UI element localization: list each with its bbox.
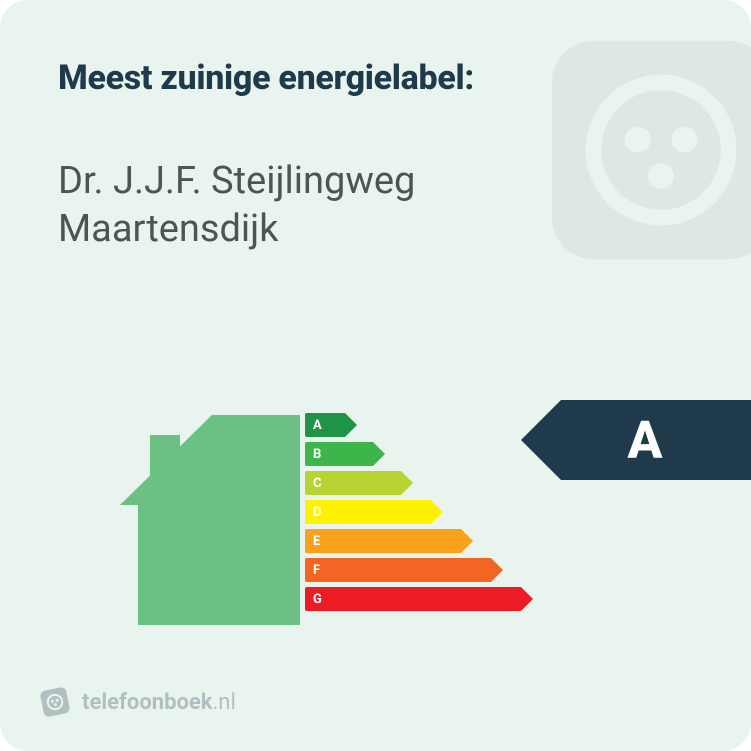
energy-label-card: Meest zuinige energielabel: Dr. J.J.F. S… — [0, 0, 751, 751]
card-title: Meest zuinige energielabel: — [58, 58, 693, 98]
energy-bar-label: E — [313, 534, 320, 549]
energy-bar-label: C — [313, 476, 322, 491]
address-line-2: Maartensdijk — [58, 206, 693, 254]
rating-badge-label: A — [627, 410, 662, 471]
energy-bar: E — [305, 529, 461, 553]
energy-bar-label: A — [313, 418, 322, 433]
phonebook-icon — [37, 684, 73, 720]
energy-bar-row: D — [305, 500, 605, 524]
rating-badge-arrow — [521, 400, 561, 480]
energy-bar: D — [305, 500, 431, 524]
energy-bar: A — [305, 413, 345, 437]
house-icon — [120, 405, 300, 635]
footer-brand-name: telefoonboek — [82, 690, 213, 715]
footer: telefoonboek.nl — [40, 687, 236, 717]
energy-bar-row: F — [305, 558, 605, 582]
energy-bar-label: D — [313, 505, 321, 520]
energy-bar-row: G — [305, 587, 605, 611]
energy-bar: B — [305, 442, 373, 466]
energy-bar: C — [305, 471, 401, 495]
energy-bar-label: B — [313, 447, 321, 462]
address-line-1: Dr. J.J.F. Steijlingweg — [58, 158, 693, 206]
energy-bar-label: G — [313, 592, 322, 607]
energy-bar-row: E — [305, 529, 605, 553]
energy-bar-label: F — [313, 563, 320, 578]
rating-badge: A — [521, 400, 751, 480]
footer-brand-tld: .nl — [213, 690, 236, 715]
footer-brand: telefoonboek.nl — [82, 690, 236, 715]
energy-bar: F — [305, 558, 491, 582]
energy-bar: G — [305, 587, 521, 611]
address: Dr. J.J.F. Steijlingweg Maartensdijk — [58, 158, 693, 253]
